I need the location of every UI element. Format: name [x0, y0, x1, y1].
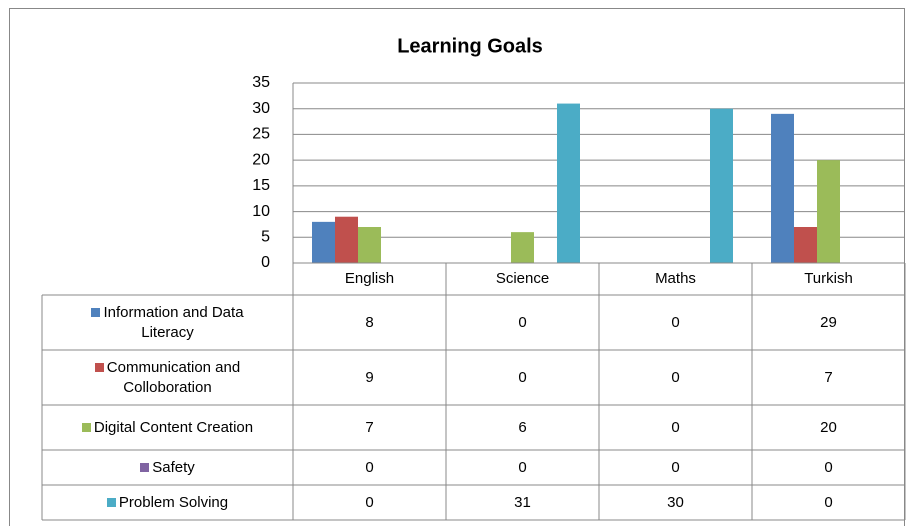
legend-key	[106, 497, 116, 507]
table-value: 0	[518, 458, 527, 476]
x-tick-label: Science	[495, 270, 550, 287]
bar	[358, 227, 381, 263]
legend-label: Information and Data Literacy	[103, 303, 244, 341]
bar	[511, 232, 534, 263]
legend-key	[140, 462, 150, 472]
table-value: 31	[514, 493, 531, 511]
y-tick-label: 35	[252, 74, 270, 91]
x-tick-label: English	[344, 270, 395, 287]
y-tick-label: 25	[252, 126, 270, 143]
table-value: 0	[518, 313, 527, 331]
table-value: 0	[365, 458, 374, 476]
legend-label: Digital Content Creation	[93, 418, 254, 436]
legend-label: Communication and Colloboration	[106, 358, 241, 396]
bar	[771, 113, 794, 263]
legend-entry: Safety	[42, 450, 293, 485]
y-tick-label: 0	[261, 254, 270, 271]
legend-key	[91, 307, 101, 317]
x-tick-label: Turkish	[804, 270, 853, 287]
y-tick-label: 10	[252, 203, 270, 220]
bar	[817, 160, 840, 263]
bar	[557, 103, 580, 263]
x-tick-label: Maths	[655, 270, 696, 287]
table-value: 8	[365, 313, 374, 331]
bar	[335, 216, 358, 263]
table-value: 0	[671, 418, 680, 436]
table-value: 0	[824, 458, 833, 476]
legend-key	[81, 422, 91, 432]
legend-key	[94, 362, 104, 372]
table-value: 0	[518, 368, 527, 386]
table-value: 20	[820, 418, 837, 436]
y-tick-label: 30	[252, 100, 270, 117]
y-tick-label: 5	[261, 229, 270, 246]
table-value: 30	[667, 493, 684, 511]
table-value: 7	[365, 418, 374, 436]
bar	[312, 221, 335, 263]
y-tick-label: 15	[252, 177, 270, 194]
y-tick-label: 20	[252, 151, 270, 168]
bar	[710, 108, 733, 263]
table-value: 0	[671, 458, 680, 476]
table-value: 7	[824, 368, 833, 386]
legend-label: Problem Solving	[118, 493, 229, 511]
legend-label: Safety	[152, 458, 195, 476]
chart-title: Learning Goals	[397, 35, 543, 57]
bar	[794, 227, 817, 263]
table-value: 0	[671, 313, 680, 331]
legend-entry: Problem Solving	[42, 485, 293, 520]
table-value: 29	[820, 313, 837, 331]
legend-entry: Digital Content Creation	[42, 405, 293, 450]
table-value: 0	[671, 368, 680, 386]
table-value: 9	[365, 368, 374, 386]
table-value: 0	[365, 493, 374, 511]
chart-border	[9, 8, 905, 526]
table-value: 6	[518, 418, 527, 436]
legend-entry: Communication and Colloboration	[42, 350, 293, 405]
table-value: 0	[824, 493, 833, 511]
legend-entry: Information and Data Literacy	[42, 295, 293, 350]
